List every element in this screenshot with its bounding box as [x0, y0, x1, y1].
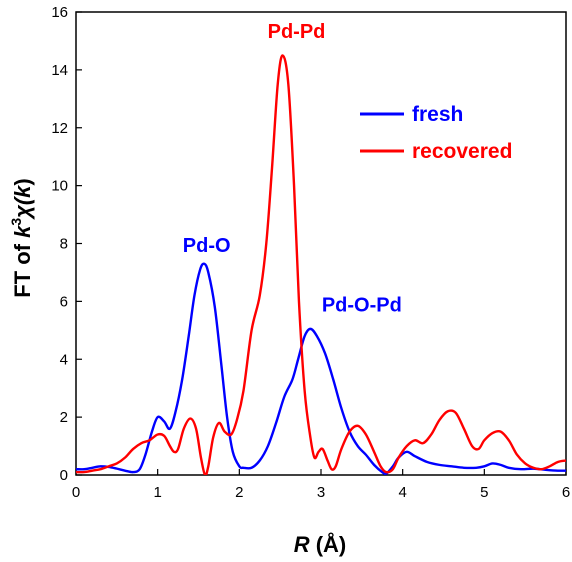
plot-frame — [75, 11, 567, 476]
y-axis-title-prefix: FT of — [10, 238, 35, 298]
y-axis-title-k2: k — [10, 184, 35, 198]
y-tick-label: 8 — [60, 236, 68, 253]
y-axis-title-k: k — [10, 224, 35, 238]
y-tick-label: 10 — [51, 178, 68, 195]
x-axis-ticks: 0 1 2 3 4 5 6 — [72, 469, 570, 501]
x-tick-label: 2 — [235, 484, 243, 501]
annotation-layer: Pd-Pd Pd-O Pd-O-Pd — [183, 21, 402, 316]
x-axis-title-unit: (Å) — [310, 531, 347, 557]
x-tick-label: 0 — [72, 484, 80, 501]
y-tick-label: 2 — [60, 409, 68, 426]
y-axis-title-chi: χ( — [10, 195, 35, 220]
peak-annotation: Pd-O — [183, 235, 231, 257]
legend-label-recovered: recovered — [412, 140, 512, 163]
x-axis-title-italic: R — [294, 532, 310, 557]
y-tick-label: 6 — [60, 293, 68, 310]
y-axis-title-exp: 3 — [8, 218, 24, 226]
y-tick-label: 14 — [51, 62, 68, 79]
x-tick-label: 6 — [562, 484, 570, 501]
y-tick-label: 4 — [60, 351, 68, 368]
series-line-fresh — [76, 262, 566, 475]
y-axis-ticks: 0 2 4 6 8 10 12 14 16 — [51, 4, 82, 484]
series-line-recovered — [76, 54, 566, 475]
plot-border — [75, 11, 567, 476]
y-tick-label: 16 — [51, 4, 68, 21]
x-axis-title: R (Å) — [294, 531, 347, 557]
x-tick-label: 5 — [480, 484, 488, 501]
series-layer — [76, 54, 566, 475]
x-tick-label: 4 — [398, 484, 406, 501]
peak-annotation: Pd-Pd — [268, 21, 326, 43]
x-tick-label: 3 — [317, 484, 325, 501]
legend: fresh recovered — [360, 103, 512, 163]
y-axis-title-close: ) — [10, 178, 35, 185]
y-tick-label: 0 — [60, 467, 68, 484]
y-axis-title: FT of k3χ(k) — [8, 178, 35, 298]
y-tick-label: 12 — [51, 120, 68, 137]
legend-label-fresh: fresh — [412, 103, 463, 126]
peak-annotation: Pd-O-Pd — [322, 295, 402, 317]
x-tick-label: 1 — [153, 484, 161, 501]
